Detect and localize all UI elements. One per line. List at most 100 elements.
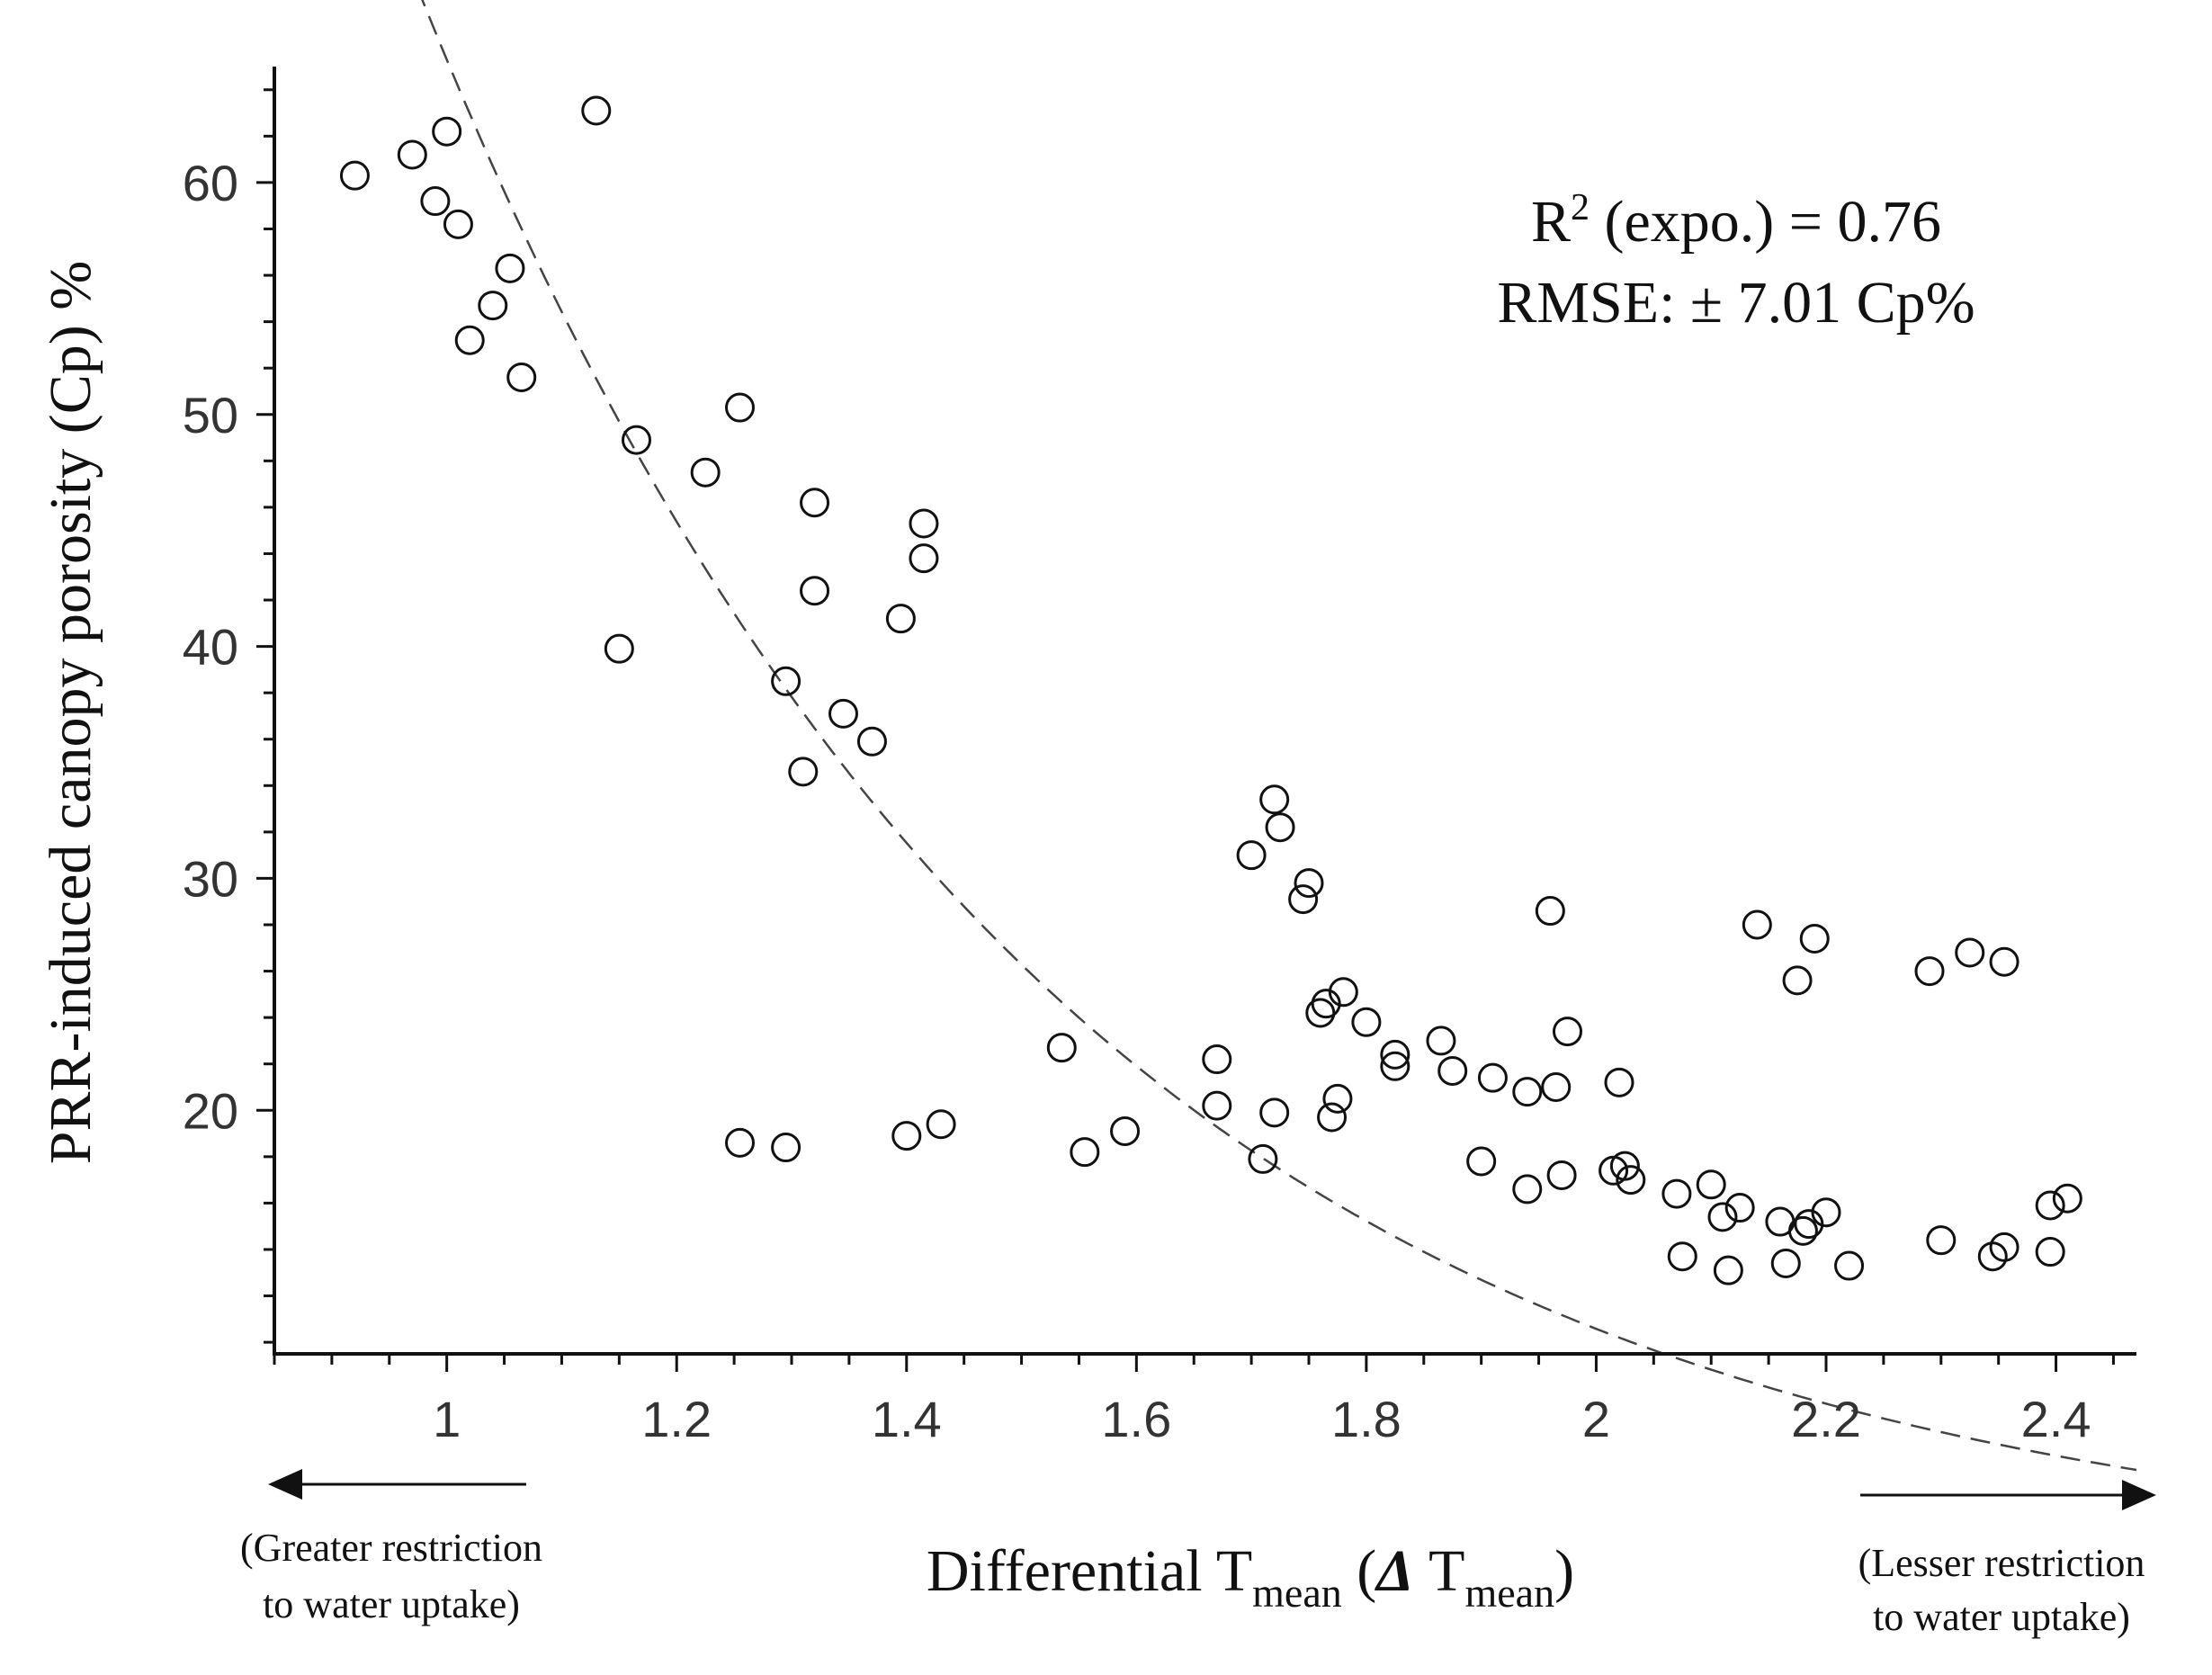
data-point <box>1616 1165 1646 1196</box>
data-point <box>1437 1055 1468 1086</box>
data-point <box>604 633 634 664</box>
x-axis-title-sub: mean <box>1252 1570 1342 1616</box>
data-point <box>420 186 451 217</box>
data-point <box>1834 1250 1865 1281</box>
r-squared-annotation: R2 (expo.) = 0.76 <box>1531 187 1941 255</box>
fit-curve <box>421 0 2137 1472</box>
data-point <box>2052 1183 2082 1214</box>
left-note-line-2: to water uptake) <box>263 1582 520 1626</box>
data-point <box>339 160 370 191</box>
x-axis-title-close: ) <box>1554 1538 1574 1604</box>
data-point <box>1914 956 1945 987</box>
data-point <box>1351 1007 1382 1037</box>
data-point <box>1202 1090 1232 1121</box>
y-axis-title: PRR-induced canopy porosity (Cp) % <box>38 261 103 1165</box>
data-point <box>478 291 508 321</box>
data-point <box>581 95 612 126</box>
x-tick-label: 2.4 <box>2021 1391 2091 1447</box>
y-tick-label: 30 <box>183 850 238 907</box>
data-point <box>1259 1097 1290 1128</box>
data-point <box>1248 1143 1278 1174</box>
x-axis-title-sub2: mean <box>1464 1570 1554 1616</box>
data-point <box>1546 1160 1577 1190</box>
x-axis-title-delta: Δ <box>1374 1538 1413 1604</box>
x-axis-title-main2: T <box>1428 1538 1464 1604</box>
data-point <box>1667 1241 1697 1272</box>
data-point <box>856 726 887 757</box>
data-point <box>454 325 485 355</box>
data-point <box>1380 1039 1410 1070</box>
data-point <box>1926 1225 1957 1256</box>
data-point <box>690 457 721 488</box>
data-point <box>1202 1044 1232 1075</box>
right-note-line-2: to water uptake) <box>1873 1595 2130 1639</box>
data-point <box>909 508 939 539</box>
data-point <box>926 1109 956 1140</box>
data-point <box>1707 1202 1738 1232</box>
data-point <box>1604 1067 1634 1097</box>
data-point <box>1512 1077 1543 1107</box>
data-point <box>1259 784 1290 815</box>
x-axis-title-main: Differential T <box>927 1538 1252 1604</box>
data-point <box>622 425 651 455</box>
data-point <box>1512 1174 1543 1205</box>
data-point <box>1477 1062 1508 1093</box>
right-note-line-1: (Lesser restriction <box>1858 1541 2145 1585</box>
data-point <box>1989 1232 2019 1262</box>
data-point <box>2035 1190 2065 1221</box>
left-direction-arrow-icon <box>268 1469 526 1500</box>
data-points-layer <box>339 95 2082 1285</box>
data-point <box>1046 1033 1077 1063</box>
x-tick-label: 1.2 <box>641 1391 712 1447</box>
data-point <box>1811 1197 1841 1228</box>
data-point <box>1770 1248 1801 1278</box>
data-point <box>1305 998 1336 1028</box>
x-tick-label: 1.8 <box>1331 1391 1402 1447</box>
x-axis-title-space <box>1414 1538 1429 1604</box>
axes-layer: 1 1.2 1.4 1.6 1.8 2 2.2 2.4 20 30 40 50 60 <box>183 67 2136 1447</box>
data-point <box>1661 1178 1692 1209</box>
data-point <box>1609 1151 1640 1181</box>
data-point <box>1426 1026 1456 1056</box>
r-squared-superscript: 2 <box>1571 187 1590 228</box>
data-point <box>1236 840 1267 871</box>
data-point <box>1782 965 1813 996</box>
y-tick-label: 20 <box>183 1082 238 1139</box>
data-point <box>891 1121 922 1151</box>
data-point <box>909 543 939 574</box>
rmse-annotation: RMSE: ± 7.01 Cp% <box>1497 270 1975 336</box>
data-point <box>725 1127 755 1158</box>
data-point <box>1989 946 2019 977</box>
right-direction-arrow-icon <box>1860 1480 2156 1510</box>
x-tick-label: 1.6 <box>1101 1391 1171 1447</box>
data-point <box>771 666 802 696</box>
data-point <box>1110 1115 1141 1146</box>
data-point <box>885 604 916 634</box>
data-point <box>1328 977 1358 1008</box>
data-point <box>1713 1255 1743 1285</box>
x-tick-label: 1.4 <box>872 1391 942 1447</box>
y-tick-label: 50 <box>183 387 238 443</box>
data-point <box>800 488 830 518</box>
data-point <box>432 116 462 147</box>
data-point <box>1265 812 1295 843</box>
data-point <box>1535 896 1565 927</box>
data-point <box>800 576 830 606</box>
data-point <box>1070 1137 1100 1168</box>
x-tick-label: 1 <box>433 1391 461 1447</box>
x-tick-label: 2.2 <box>1791 1391 1861 1447</box>
x-axis-title-open: ( <box>1342 1538 1376 1604</box>
left-note-line-1: (Greater restriction <box>240 1526 542 1570</box>
r-squared-prefix: R <box>1531 189 1571 255</box>
data-point <box>1294 868 1324 899</box>
x-axis-title: Differential Tmean (Δ Tmean) <box>927 1538 1574 1616</box>
data-point <box>1322 1083 1353 1114</box>
fit-curve-layer <box>421 0 2137 1472</box>
data-point <box>725 392 755 423</box>
data-point <box>1955 937 1985 968</box>
data-point <box>771 1133 802 1163</box>
y-tick-label: 60 <box>183 155 238 211</box>
data-point <box>828 698 858 729</box>
data-point <box>1317 1102 1348 1133</box>
